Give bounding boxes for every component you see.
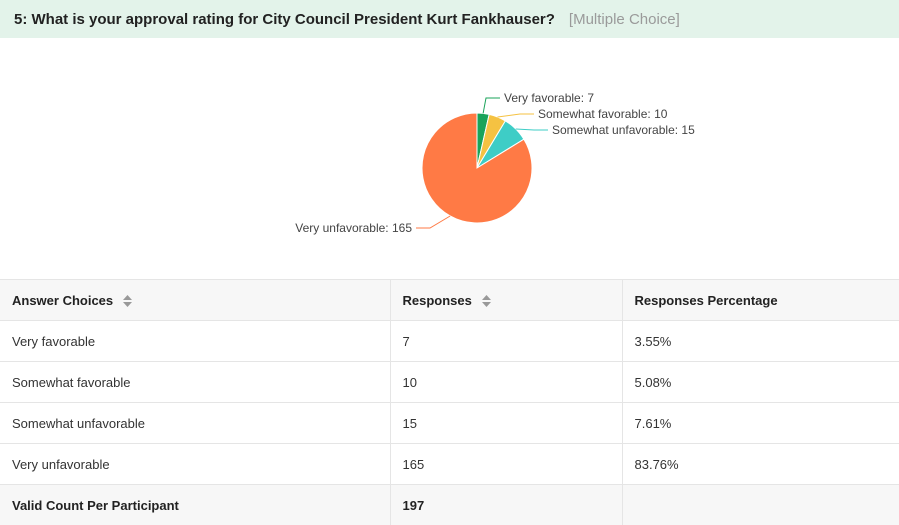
cell-percentage: 5.08% xyxy=(622,361,899,403)
cell-percentage: 3.55% xyxy=(622,320,899,362)
table-row: Somewhat unfavorable 15 7.61% xyxy=(0,402,899,444)
header-responses-label: Responses xyxy=(402,292,472,308)
sort-icon[interactable] xyxy=(122,295,132,308)
pie-label: Very unfavorable: 165 xyxy=(295,221,412,235)
leader-line xyxy=(497,113,534,118)
cell-responses: 15 xyxy=(390,402,623,444)
table-footer-row: Valid Count Per Participant 197 xyxy=(0,484,899,525)
cell-responses: 7 xyxy=(390,320,623,362)
pie-chart: Very favorable: 7 Somewhat favorable: 10 S… xyxy=(0,38,899,279)
cell-choice: Somewhat favorable xyxy=(0,361,391,403)
header-responses-percentage-label: Responses Percentage xyxy=(634,292,778,308)
question-type: [Multiple Choice] xyxy=(568,10,680,28)
table-row: Somewhat favorable 10 5.08% xyxy=(0,361,899,403)
question-title: 5: What is your approval rating for City… xyxy=(14,10,555,28)
cell-choice: Very favorable xyxy=(0,320,391,362)
footer-label: Valid Count Per Participant xyxy=(0,484,391,525)
results-table: Answer Choices Responses Responses Perce… xyxy=(0,279,899,525)
header-answer-choices[interactable]: Answer Choices xyxy=(0,279,391,321)
cell-responses: 165 xyxy=(390,443,623,485)
sort-icon[interactable] xyxy=(481,295,491,308)
footer-empty xyxy=(622,484,899,525)
leader-line xyxy=(515,128,548,131)
footer-total: 197 xyxy=(390,484,623,525)
header-responses-percentage: Responses Percentage xyxy=(622,279,899,321)
table-header-row: Answer Choices Responses Responses Perce… xyxy=(0,279,899,321)
pie-label: Somewhat favorable: 10 xyxy=(538,107,668,121)
leader-line xyxy=(482,97,500,114)
pie-label: Somewhat unfavorable: 15 xyxy=(552,123,695,137)
cell-responses: 10 xyxy=(390,361,623,403)
question-header: 5: What is your approval rating for City… xyxy=(0,0,899,38)
cell-percentage: 83.76% xyxy=(622,443,899,485)
cell-percentage: 7.61% xyxy=(622,402,899,444)
cell-choice: Somewhat unfavorable xyxy=(0,402,391,444)
header-responses[interactable]: Responses xyxy=(390,279,623,321)
pie-label: Very favorable: 7 xyxy=(504,91,594,105)
header-answer-choices-label: Answer Choices xyxy=(12,292,114,308)
pie-slice-very-unfavorable[interactable] xyxy=(421,112,533,224)
table-row: Very favorable 7 3.55% xyxy=(0,320,899,362)
pie-chart-svg: Very favorable: 7 Somewhat favorable: 10 S… xyxy=(295,91,695,235)
cell-choice: Very unfavorable xyxy=(0,443,391,485)
leader-line xyxy=(416,215,451,229)
table-row: Very unfavorable 165 83.76% xyxy=(0,443,899,485)
